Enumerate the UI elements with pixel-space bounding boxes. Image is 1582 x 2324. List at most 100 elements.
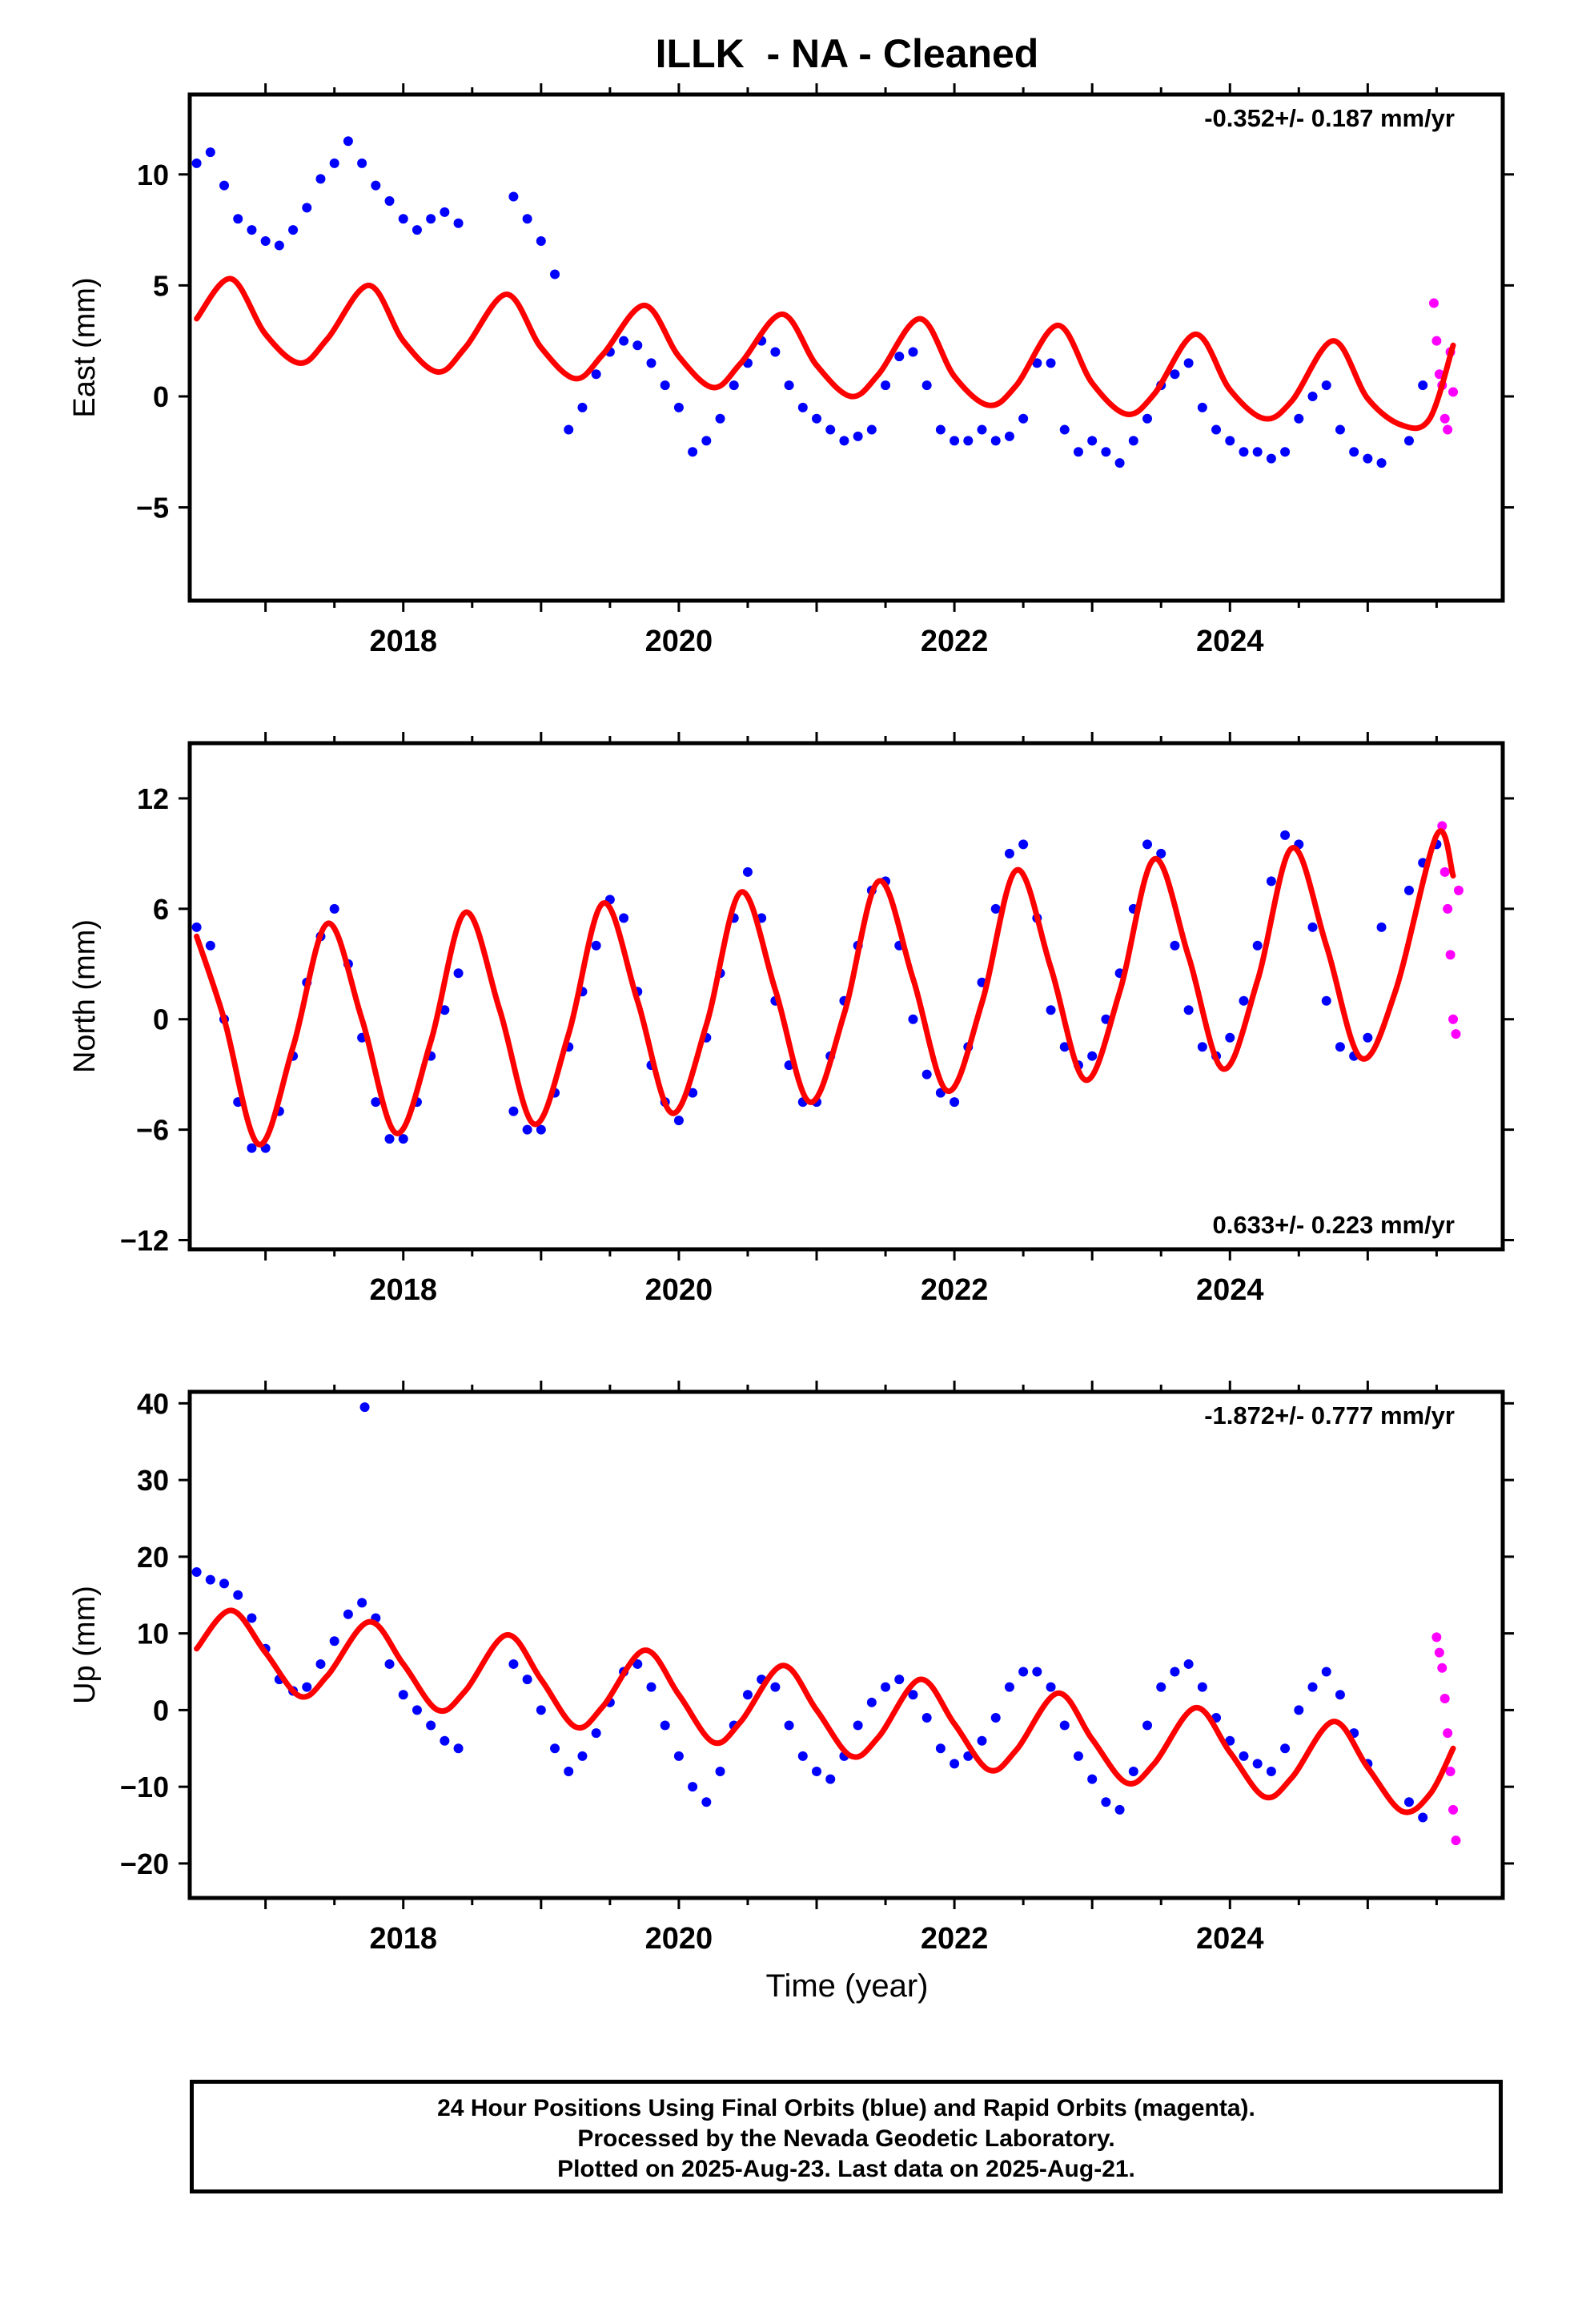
final-orbit-point (660, 380, 670, 391)
final-orbit-point (1321, 1667, 1331, 1677)
rapid-orbit-point (1448, 1804, 1459, 1815)
final-orbit-point (1363, 1032, 1373, 1043)
final-orbit-point (1321, 380, 1331, 391)
final-orbit-point (1403, 1797, 1414, 1807)
final-orbit-point (977, 1735, 987, 1746)
series-group (191, 1402, 1461, 1846)
final-orbit-point (990, 903, 1001, 914)
final-orbit-point (963, 436, 974, 446)
final-orbit-point (866, 424, 877, 435)
final-orbit-point (701, 436, 712, 446)
final-orbit-point (990, 1712, 1001, 1723)
x-tick-label: 2018 (369, 1922, 437, 1956)
y-tick-label: −10 (120, 1771, 169, 1803)
final-orbit-point (536, 1705, 546, 1715)
final-orbit-point (1004, 1682, 1014, 1692)
final-orbit-point (935, 424, 946, 435)
series-group (191, 821, 1464, 1153)
x-tick-label: 2020 (645, 1273, 713, 1307)
final-orbit-point (770, 347, 781, 357)
rapid-orbit-point (1439, 413, 1450, 424)
final-orbit-point (908, 347, 918, 357)
x-axis-label: Time (year) (765, 1968, 929, 2004)
rapid-orbit-point (1443, 424, 1453, 435)
final-orbit-point (247, 1613, 257, 1623)
y-tick-label: 20 (137, 1541, 169, 1574)
final-orbit-point (908, 1014, 918, 1024)
final-orbit-point (233, 214, 243, 224)
final-orbit-point (688, 1782, 698, 1792)
final-orbit-point (632, 340, 643, 351)
final-orbit-point (1225, 1032, 1235, 1043)
final-orbit-point (1321, 995, 1331, 1006)
y-tick-label: −6 (136, 1114, 169, 1147)
final-orbit-point (577, 1751, 588, 1761)
final-orbit-point (522, 1675, 532, 1685)
x-tick-label: 2020 (645, 625, 713, 658)
final-orbit-point (1239, 447, 1249, 457)
final-orbit-point (315, 174, 326, 184)
final-orbit-point (412, 1705, 422, 1715)
final-orbit-point (1059, 1042, 1070, 1052)
y-tick-label: 0 (153, 380, 169, 413)
x-tick-label: 2022 (921, 1273, 989, 1307)
final-orbit-point (1142, 839, 1153, 850)
final-orbit-point (508, 1106, 519, 1116)
final-orbit-point (357, 1598, 367, 1608)
up-panel: −20 −10 0 10 20 30 40 2018 2020 2022 2024 Up (mm) -1… (68, 1381, 1514, 1956)
final-orbit-point (329, 158, 339, 168)
final-orbit-point (1183, 358, 1194, 368)
y-axis-label: North (mm) (68, 919, 102, 1073)
final-orbit-point (1403, 885, 1414, 895)
final-orbit-point (343, 1609, 353, 1619)
final-orbit-point (715, 1767, 725, 1776)
final-orbit-point (233, 1590, 243, 1600)
final-orbit-point (950, 1759, 960, 1769)
y-tick-label: 40 (137, 1387, 169, 1420)
final-orbit-point (1046, 1682, 1056, 1692)
final-orbit-point (1018, 839, 1029, 850)
final-orbit-point (384, 1659, 395, 1669)
x-tick-label: 2024 (1196, 1922, 1264, 1956)
final-orbit-point (1059, 424, 1070, 435)
final-orbit-point (315, 1659, 326, 1669)
final-orbit-point (1018, 413, 1029, 424)
final-orbit-point (329, 1636, 339, 1647)
final-orbit-point (1252, 447, 1263, 457)
final-orbit-point (646, 358, 656, 368)
east-panel: −5 0 5 10 2018 2020 2022 2024 East (mm) -0.352+/-… (68, 83, 1514, 658)
final-orbit-point (1335, 424, 1345, 435)
final-orbit-point (812, 1767, 822, 1776)
final-orbit-point (1101, 1797, 1111, 1807)
final-orbit-point (812, 413, 822, 424)
final-orbit-point (1073, 1751, 1083, 1761)
y-tick-label: 10 (137, 1618, 169, 1651)
final-orbit-point (274, 240, 284, 251)
final-orbit-point (191, 1567, 202, 1578)
y-tick-label: −12 (120, 1224, 169, 1257)
final-orbit-point (453, 1743, 464, 1754)
final-orbit-point (825, 424, 836, 435)
final-orbit-point (1087, 1774, 1098, 1784)
final-orbit-point (673, 402, 684, 412)
final-orbit-point (412, 225, 422, 235)
y-tick-label: 0 (153, 1003, 169, 1036)
final-orbit-point (1170, 1667, 1180, 1677)
final-orbit-point (522, 214, 532, 224)
y-tick-label: 30 (137, 1464, 169, 1497)
final-orbit-point (894, 352, 905, 362)
final-orbit-point (329, 903, 339, 914)
x-tick-label: 2024 (1196, 625, 1264, 658)
y-axis-label: East (mm) (68, 277, 102, 417)
final-orbit-point (1032, 1667, 1042, 1677)
final-orbit-point (288, 225, 299, 235)
final-orbit-point (440, 207, 450, 217)
final-orbit-point (1142, 413, 1153, 424)
final-orbit-point (977, 424, 987, 435)
model-curve (194, 828, 1456, 1148)
final-orbit-point (673, 1751, 684, 1761)
rapid-orbit-point (1448, 387, 1459, 397)
final-orbit-point (1307, 391, 1318, 401)
final-orbit-point (1183, 1005, 1194, 1015)
final-orbit-point (770, 1682, 781, 1692)
